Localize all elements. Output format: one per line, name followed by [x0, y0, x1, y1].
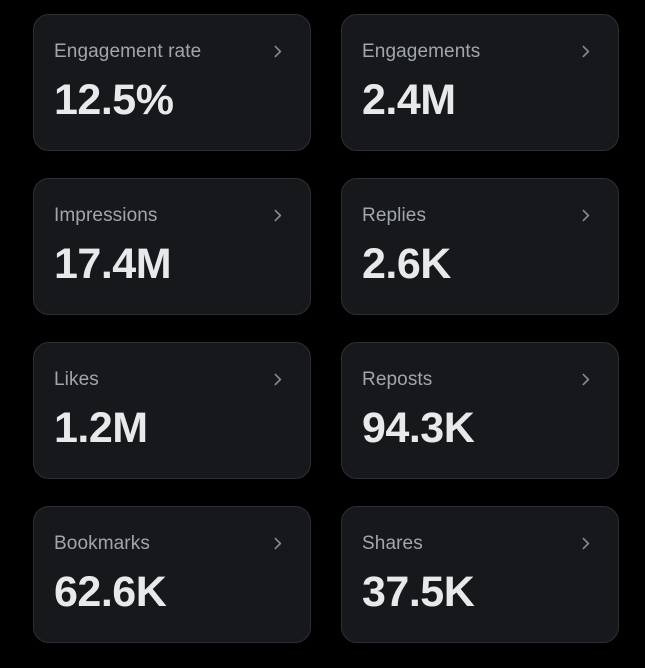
metric-label: Likes	[54, 369, 99, 390]
metric-card-engagement-rate[interactable]: Engagement rate 12.5%	[33, 14, 311, 151]
chevron-right-icon	[269, 207, 286, 224]
metric-value: 94.3K	[362, 403, 475, 452]
metric-card-likes[interactable]: Likes 1.2M	[33, 342, 311, 479]
metric-card-engagements[interactable]: Engagements 2.4M	[341, 14, 619, 151]
metric-value: 12.5%	[54, 75, 174, 124]
chevron-right-icon	[577, 207, 594, 224]
metric-card-header: Reposts	[362, 369, 596, 391]
metric-value: 2.4M	[362, 75, 456, 124]
metric-label: Replies	[362, 205, 427, 226]
metric-value: 2.6K	[362, 239, 451, 288]
metric-card-header: Impressions	[54, 205, 288, 227]
metric-card-header: Likes	[54, 369, 288, 391]
metric-label: Reposts	[362, 369, 433, 390]
metric-card-header: Replies	[362, 205, 596, 227]
chevron-right-icon	[269, 371, 286, 388]
metric-value: 17.4M	[54, 239, 172, 288]
metric-value: 62.6K	[54, 567, 167, 616]
chevron-right-icon	[269, 43, 286, 60]
metric-value: 37.5K	[362, 567, 475, 616]
metric-card-header: Engagement rate	[54, 41, 288, 63]
chevron-right-icon	[269, 535, 286, 552]
metric-label: Impressions	[54, 205, 158, 226]
metric-label: Engagements	[362, 41, 481, 62]
metric-value: 1.2M	[54, 403, 148, 452]
metric-card-replies[interactable]: Replies 2.6K	[341, 178, 619, 315]
metric-label: Engagement rate	[54, 41, 202, 62]
metric-label: Shares	[362, 533, 423, 554]
chevron-right-icon	[577, 371, 594, 388]
metric-card-impressions[interactable]: Impressions 17.4M	[33, 178, 311, 315]
chevron-right-icon	[577, 43, 594, 60]
metric-card-header: Bookmarks	[54, 533, 288, 555]
metric-card-shares[interactable]: Shares 37.5K	[341, 506, 619, 643]
metric-card-reposts[interactable]: Reposts 94.3K	[341, 342, 619, 479]
chevron-right-icon	[577, 535, 594, 552]
metric-card-header: Shares	[362, 533, 596, 555]
metric-label: Bookmarks	[54, 533, 150, 554]
metric-card-header: Engagements	[362, 41, 596, 63]
metric-card-bookmarks[interactable]: Bookmarks 62.6K	[33, 506, 311, 643]
